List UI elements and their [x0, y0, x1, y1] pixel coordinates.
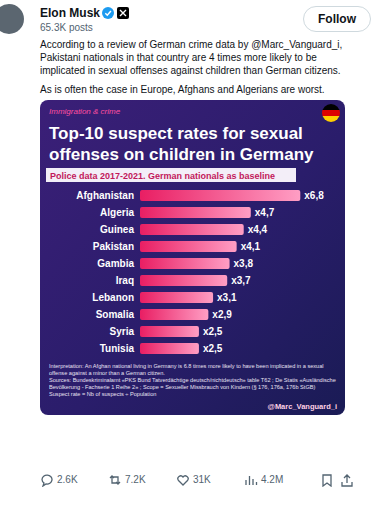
reposts-icon[interactable] — [108, 473, 122, 487]
x-badge — [117, 7, 129, 19]
bar — [140, 326, 199, 337]
data-label: x4,4 — [248, 224, 268, 235]
text-line: Top-10 suspect rates for sexual — [49, 124, 303, 143]
icon-shape — [178, 476, 188, 485]
category-label: Guinea — [100, 224, 134, 235]
text-line: Suspect rate = Nb of suspects ÷ Populati… — [49, 391, 156, 397]
views-icon[interactable] — [244, 473, 258, 487]
data-label: x4,1 — [241, 241, 261, 252]
kicker: Immigration & crime — [49, 107, 121, 116]
flag-stripe — [320, 110, 342, 116]
category-label: Algeria — [100, 207, 134, 218]
bar — [140, 343, 199, 354]
bookmark-share[interactable] — [320, 473, 360, 487]
bar — [140, 207, 251, 218]
data-label: x2,5 — [203, 326, 223, 337]
data-label: x2,5 — [203, 343, 223, 354]
likes-count: 31K — [193, 474, 211, 485]
title: Top-10 suspect rates for sexual offenses … — [49, 124, 314, 164]
bar — [140, 292, 213, 303]
text-line: offenses on children in Germany — [49, 145, 314, 164]
category-label: Iraq — [116, 275, 134, 286]
labels: Afghanistan x6,8 Algeria x4,7 Guinea x4,4 Paki… — [76, 190, 324, 354]
data-label: x4,7 — [255, 207, 275, 218]
bar — [140, 258, 230, 269]
x-mark — [120, 10, 126, 16]
views-count: 4.2M — [261, 474, 283, 485]
post-count: 65.3K posts — [40, 22, 93, 33]
background — [40, 100, 345, 415]
share-icon — [342, 475, 352, 486]
replies-icon[interactable] — [40, 473, 54, 487]
chart: Immigration & crime Top-10 suspect rates … — [40, 100, 345, 415]
text-line: offense against a minor than a German ci… — [49, 370, 165, 376]
icon-shape — [246, 476, 257, 485]
category-label: Afghanistan — [76, 190, 134, 201]
subtitle: Police data 2017-2021. German nationals … — [50, 171, 275, 181]
category-label: Syria — [110, 326, 135, 337]
replies-count: 2.6K — [57, 474, 78, 485]
tweet-paragraph: According to a review of German crime da… — [40, 38, 350, 77]
follow-button[interactable]: Follow — [303, 6, 371, 32]
bars — [140, 190, 300, 354]
subtitle-band — [46, 168, 296, 182]
category-label: Tunisia — [100, 343, 135, 354]
category-label: Pakistan — [93, 241, 134, 252]
likes-icon[interactable] — [176, 473, 190, 487]
verified-badge — [102, 7, 114, 19]
text-line: Bevölkerung - Fachserie 1 Reihe 2» ; Sco… — [49, 384, 315, 390]
data-label: x6,8 — [304, 190, 324, 201]
category-label: Lebanon — [92, 292, 134, 303]
data-label: x3,8 — [234, 258, 254, 269]
bar — [140, 309, 208, 320]
credit: @Marc_Vanguard_i — [268, 402, 337, 411]
chart-image: Immigration & crime Top-10 suspect rates … — [40, 100, 345, 415]
icon-shape — [42, 475, 52, 486]
bar — [140, 224, 244, 235]
bar — [140, 275, 227, 286]
source-note: Sources: Bundeskriminalamt «PKS Bund Tat… — [49, 377, 336, 397]
german-flag — [320, 104, 342, 123]
category-label: Somalia — [96, 309, 135, 320]
category-label: Gambia — [97, 258, 134, 269]
tweet-text: According to a review of German crime da… — [40, 38, 350, 96]
data-label: x3,1 — [217, 292, 237, 303]
flag-stripe — [320, 116, 342, 123]
tweet-paragraph: As is often the case in Europe, Afghans … — [40, 83, 350, 96]
bar — [140, 241, 237, 252]
text-line: Interpretation: An Afghan national livin… — [49, 363, 324, 369]
interpretation-note: Interpretation: An Afghan national livin… — [49, 363, 324, 376]
author-name: Elon Musk — [40, 6, 100, 20]
data-label: x3,7 — [231, 275, 251, 286]
reposts-count: 7.2K — [125, 474, 146, 485]
check — [105, 11, 111, 15]
bookmark-icon — [323, 475, 331, 486]
avatar — [0, 4, 24, 34]
flag-stripe — [320, 104, 342, 110]
data-label: x2,9 — [212, 309, 232, 320]
bar — [140, 190, 300, 201]
badges — [102, 6, 130, 20]
icon-shape — [110, 476, 120, 484]
text-line: Sources: Bundeskriminalamt «PKS Bund Tat… — [49, 377, 336, 383]
